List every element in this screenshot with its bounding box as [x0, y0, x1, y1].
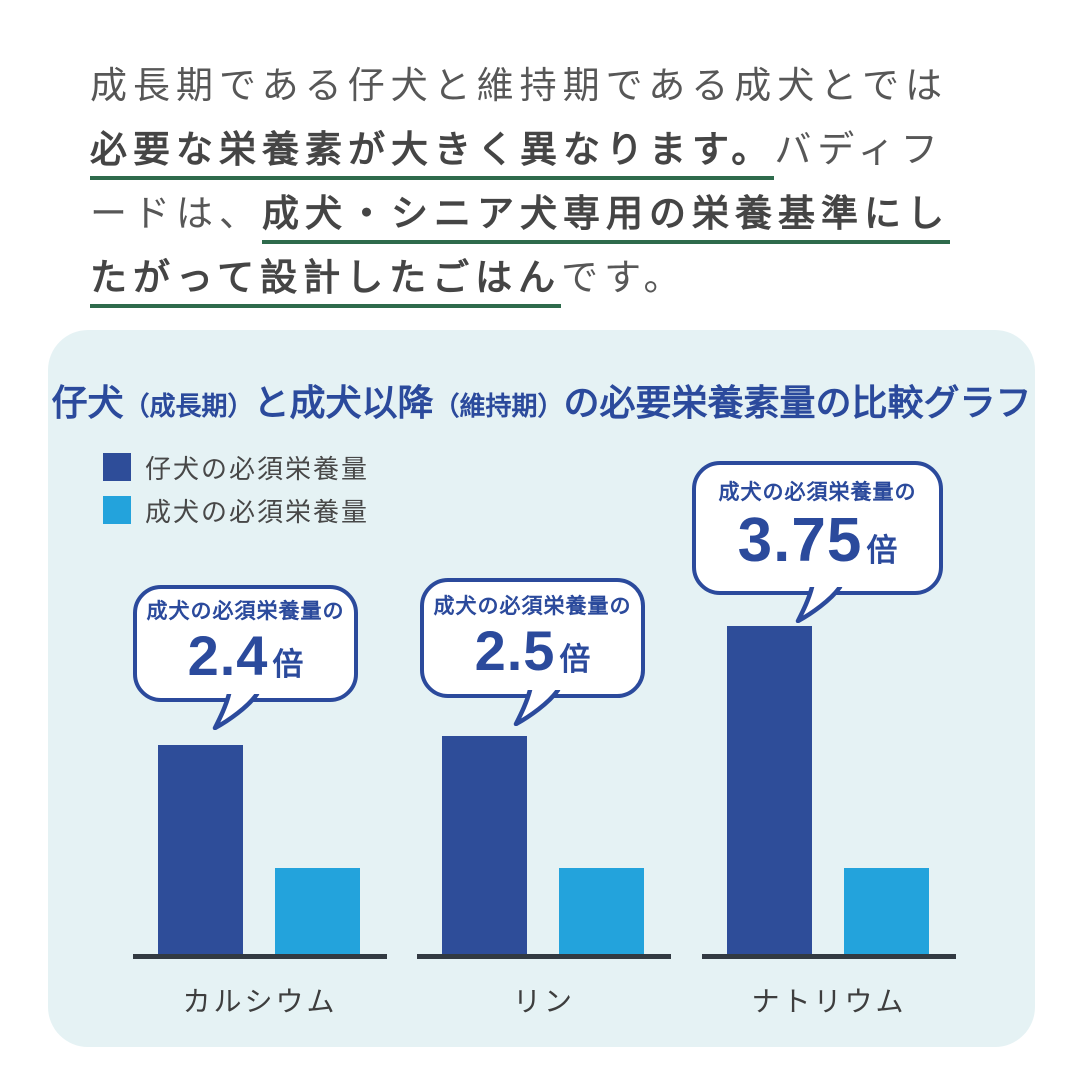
- x-axis-line: [702, 954, 956, 959]
- puppy-bar: [158, 744, 243, 956]
- annotation-value: 2.5: [474, 618, 556, 682]
- intro-line: 成長期である仔犬と維持期である成犬とでは: [90, 54, 1010, 118]
- body-text: 成長期である仔犬と維持期である成犬とでは: [90, 64, 949, 107]
- adult-bar: [844, 868, 929, 956]
- puppy-bar: [442, 736, 527, 956]
- legend-item: 成犬の必須栄養量: [103, 495, 369, 528]
- chart-title-segment: （成長期）: [123, 392, 254, 422]
- x-axis-line: [417, 954, 671, 959]
- bubble-tail-icon: [513, 690, 561, 726]
- legend-swatch: [103, 496, 131, 524]
- x-axis-label: カルシウム: [182, 985, 338, 1018]
- chart-legend: 仔犬の必須栄養量 成犬の必須栄養量: [103, 452, 369, 538]
- legend-swatch: [103, 453, 131, 481]
- puppy-bar: [727, 626, 812, 956]
- x-axis-label: ナトリウム: [751, 985, 907, 1018]
- bubble-tail-icon: [795, 587, 843, 623]
- annotation-prefix: 成犬の必須栄養量の: [433, 593, 632, 618]
- emphasized-text: 成犬・シニア犬専用の栄養基準にし: [262, 192, 950, 244]
- annotation-value: 3.75: [737, 506, 863, 576]
- intro-paragraph: 成長期である仔犬と維持期である成犬とでは必要な栄養素が大きく異なります。バディフ…: [90, 54, 1010, 310]
- legend-label: 仔犬の必須栄養量: [145, 454, 370, 485]
- emphasized-text: 必要な栄養素が大きく異なります。: [90, 128, 775, 180]
- intro-line: たがって設計したごはんです。: [90, 246, 1010, 310]
- annotation-value: 2.4: [187, 624, 269, 688]
- chart-card: 仔犬（成長期）と成犬以降（維持期）の必要栄養素量の比較グラフ 仔犬の必須栄養量成…: [48, 330, 1035, 1047]
- bubble-tail-icon: [212, 694, 260, 730]
- body-text: ードは、: [90, 192, 262, 235]
- annotation-value-row: 2.4 倍: [187, 624, 304, 688]
- adult-bar: [559, 868, 644, 956]
- annotation-prefix: 成犬の必須栄養量の: [718, 480, 917, 505]
- legend-item: 仔犬の必須栄養量: [103, 452, 369, 485]
- annotation-suffix: 倍: [866, 533, 898, 570]
- legend-label: 成犬の必須栄養量: [145, 497, 370, 528]
- intro-line: 必要な栄養素が大きく異なります。バディフ: [90, 118, 1010, 182]
- x-axis-line: [133, 954, 387, 959]
- annotation-suffix: 倍: [272, 647, 304, 684]
- annotation-prefix: 成犬の必須栄養量の: [146, 599, 345, 624]
- annotation-bubble: 成犬の必須栄養量の 2.4 倍: [133, 585, 358, 730]
- annotation-value-row: 3.75 倍: [738, 508, 898, 573]
- chart-title-segment: の必要栄養素量の比較グラフ: [563, 383, 1032, 424]
- chart-title: 仔犬（成長期）と成犬以降（維持期）の必要栄養素量の比較グラフ: [48, 374, 1035, 426]
- x-axis-label: リン: [512, 985, 575, 1018]
- body-text: バディフ: [774, 128, 944, 171]
- chart-title-segment: （維持期）: [433, 392, 564, 422]
- annotation-bubble: 成犬の必須栄養量の 3.75 倍: [692, 461, 943, 623]
- chart-title-segment: と成犬以降: [253, 383, 434, 424]
- emphasized-text: たがって設計したごはん: [90, 256, 562, 308]
- annotation-bubble: 成犬の必須栄養量の 2.5 倍: [420, 578, 645, 726]
- annotation-value-row: 2.5 倍: [474, 618, 591, 682]
- body-text: です。: [561, 256, 687, 299]
- chart-title-segment: 仔犬: [51, 383, 124, 424]
- annotation-suffix: 倍: [559, 641, 591, 678]
- intro-line: ードは、成犬・シニア犬専用の栄養基準にし: [90, 182, 1010, 246]
- adult-bar: [275, 868, 360, 956]
